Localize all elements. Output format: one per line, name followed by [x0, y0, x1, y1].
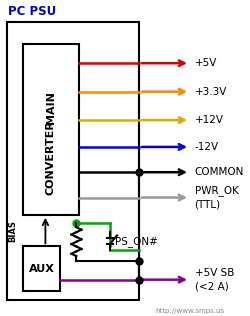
- Text: COMMON: COMMON: [194, 167, 244, 177]
- Text: -12V: -12V: [194, 142, 219, 152]
- Text: BIAS: BIAS: [8, 220, 17, 242]
- Text: PS_ON#: PS_ON#: [115, 236, 158, 247]
- Text: +3.3V: +3.3V: [194, 87, 227, 97]
- Text: CONVERTER: CONVERTER: [46, 121, 56, 195]
- Text: AUX: AUX: [29, 264, 55, 274]
- Bar: [7, 22, 139, 300]
- Bar: [23, 44, 79, 215]
- Text: http://www.smps.us: http://www.smps.us: [156, 308, 225, 314]
- Text: +5V SB: +5V SB: [194, 268, 234, 278]
- Text: MAIN: MAIN: [46, 91, 56, 124]
- Text: PWR_OK: PWR_OK: [194, 185, 238, 196]
- Bar: [23, 246, 60, 291]
- Text: (<2 A): (<2 A): [194, 282, 228, 292]
- Text: +12V: +12V: [194, 115, 224, 125]
- Text: +5V: +5V: [194, 58, 217, 68]
- Text: (TTL): (TTL): [194, 199, 221, 210]
- Text: PC PSU: PC PSU: [8, 5, 56, 18]
